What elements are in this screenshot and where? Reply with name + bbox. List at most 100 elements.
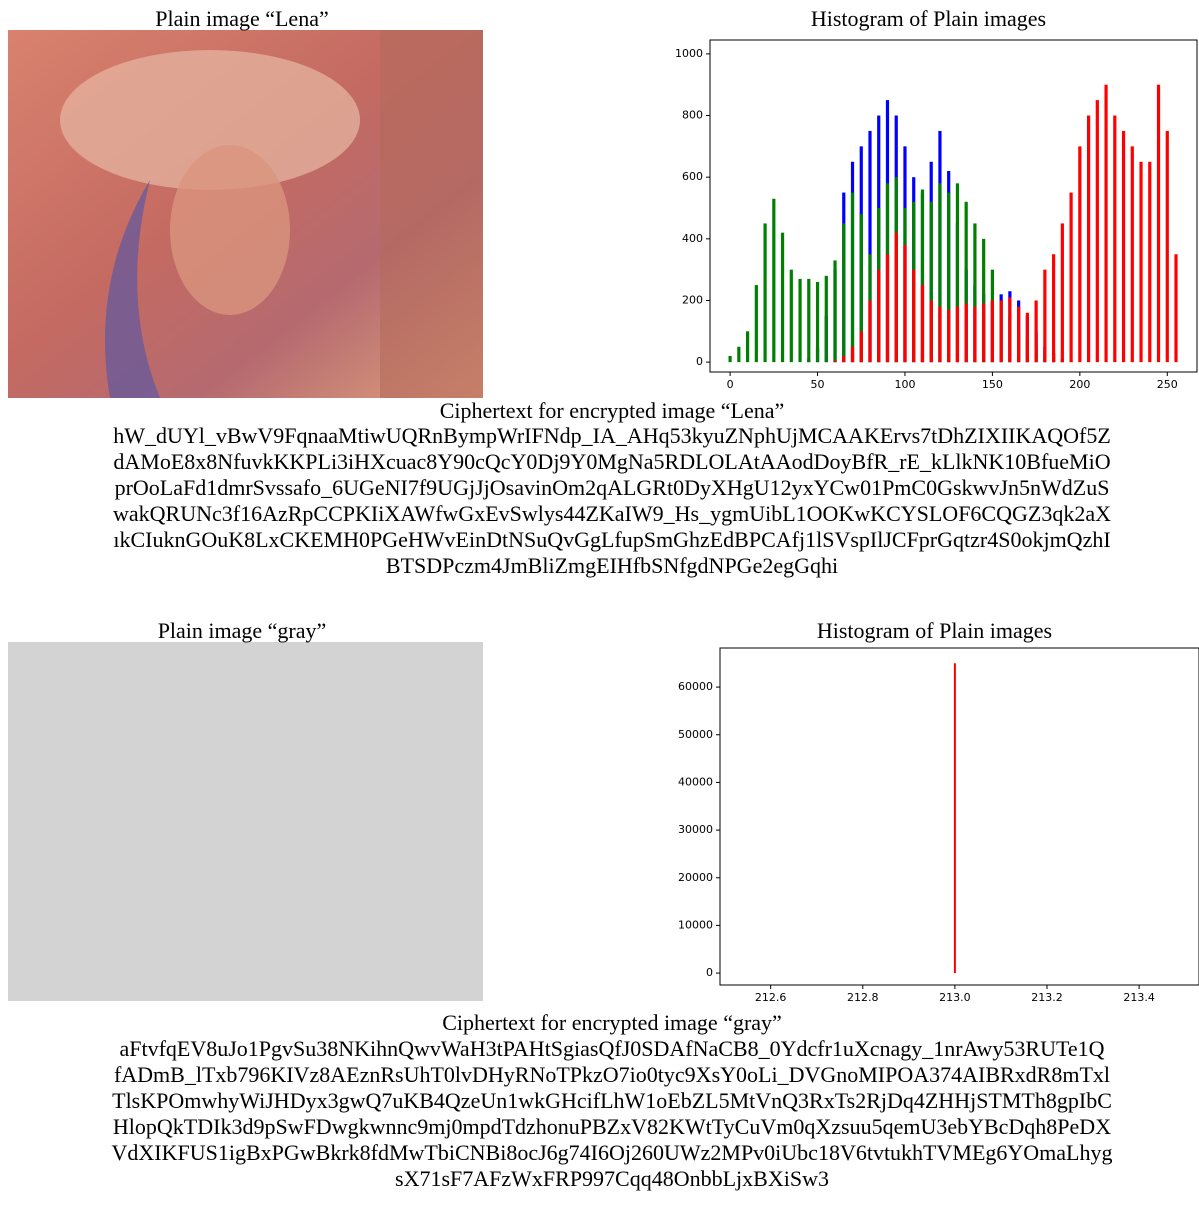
y-tick-label: 10000 [678,918,713,931]
bar [895,233,898,362]
bar [1157,85,1160,362]
bar [965,304,968,363]
bar [1069,193,1072,363]
ciphertext-line: dAMoE8x8NfuvkKKPLi3iHXcuac8Y90cQcY0Dj9Y0… [113,449,1110,474]
y-tick-label: 800 [682,109,703,122]
bar [1017,307,1020,362]
bar [842,223,845,362]
bar [825,276,828,362]
bar [1087,116,1090,363]
plot-frame [720,648,1199,985]
ciphertext-title: Ciphertext for encrypted image “Lena” [440,398,785,423]
y-tick-label: 200 [682,293,703,306]
bar [1113,116,1116,363]
bar [1061,223,1064,362]
bar [1104,85,1107,362]
y-tick-label: 50000 [678,728,713,741]
bar [729,356,732,362]
ciphertext-line: HlopQkTDIk3d9pSwFDwgkwnnc9mj0mpdTdzhonuP… [113,1114,1111,1139]
bar [833,361,836,363]
x-tick-label: 200 [1069,378,1090,391]
image-title: Plain image “gray” [158,618,327,643]
bar [781,233,784,362]
y-tick-label: 0 [696,355,703,368]
y-tick-label: 600 [682,170,703,183]
ciphertext-line: hW_dUYl_vBwV9FqnaaMtiwUQRnBympWrIFNdp_IA… [113,423,1111,448]
ciphertext-line: VdXIKFUS1igBxPGwBkrk8fdMwTbiCNBi8ocJ6g74… [112,1140,1113,1165]
bar [912,270,915,362]
ciphertext-line: sX71sF7AFzWxFRP997Cqq48OnbbLjxBXiSw3 [395,1166,829,1191]
y-tick-label: 40000 [678,775,713,788]
bar [807,279,810,362]
bar [1166,131,1169,362]
x-tick-label: 50 [811,378,825,391]
bar [1035,300,1038,362]
bar [1096,100,1099,362]
bar [1078,146,1081,362]
bar [790,270,793,362]
bar [954,663,956,973]
bar [938,307,941,362]
x-tick-label: 212.8 [847,991,879,1004]
y-tick-label: 1000 [675,47,703,60]
chart-title: Histogram of Plain images [817,618,1052,643]
image-title: Plain image “Lena” [155,6,328,31]
ciphertext-line: prOoLaFd1dmrSvssafo_6UGeNI7f9UGjJjOsavin… [115,475,1110,500]
bar [755,285,758,362]
ciphertext-line: TlsKPOmwhyWiJHDyx3gwQ7uKB4QzeUn1wkGHcifL… [112,1088,1112,1113]
bar [763,223,766,362]
bar [886,254,889,362]
bar [947,310,950,362]
bar [1139,162,1142,362]
chart-title: Histogram of Plain images [811,6,1046,31]
y-tick-label: 400 [682,232,703,245]
bar [798,279,801,362]
bar [1000,300,1003,362]
ciphertext-line: fADmB_lTxb796KIVz8AEznRsUhT0lvDHyRNoTPkz… [114,1062,1110,1087]
bar [737,347,740,362]
bar [1122,131,1125,362]
bar [973,307,976,362]
x-tick-label: 250 [1157,378,1178,391]
bar [842,356,845,362]
x-tick-label: 150 [982,378,1003,391]
bar [772,199,775,362]
bar [860,331,863,362]
figure: Plain image “Lena” Ciphertext for encryp… [0,0,1199,1217]
y-tick-label: 60000 [678,680,713,693]
ciphertext-line: ıkCIuknGOuK8LxCKEMH0PGeHWvEinDtNSuQvGgLf… [113,527,1110,552]
bar [1008,297,1011,362]
gray-image [8,642,483,1001]
x-tick-label: 213.4 [1123,991,1155,1004]
bar [1174,254,1177,362]
y-tick-label: 30000 [678,823,713,836]
bar [1131,146,1134,362]
bar [930,300,933,362]
x-tick-label: 0 [727,378,734,391]
bar [1043,270,1046,362]
bar [921,285,924,362]
bar [833,260,836,362]
bar [1026,313,1029,362]
bar [1148,162,1151,362]
bar [1052,254,1055,362]
ciphertext-line: wakQRUNc3f16AzRpCCPKIiXAWfwGxEvSwlys44ZK… [113,501,1111,526]
y-tick-label: 20000 [678,871,713,884]
bar [982,304,985,363]
bar [877,270,880,362]
ciphertext-title: Ciphertext for encrypted image “gray” [442,1010,782,1035]
bar [851,347,854,362]
bar [746,331,749,362]
x-tick-label: 213.0 [939,991,971,1004]
x-tick-label: 213.2 [1031,991,1063,1004]
bar [851,193,854,363]
bar [903,245,906,362]
lena-image [8,30,483,398]
ciphertext-line: BTSDPczm4JmBliZmgEIHfbSNfgdNPGe2egGqhi [386,553,838,578]
ciphertext-line: aFtvfqEV8uJo1PgvSu38NKihnQwvWaH3tPAHtSgi… [119,1036,1104,1061]
bar [956,307,959,362]
bar [816,282,819,362]
x-tick-label: 212.6 [755,991,787,1004]
y-tick-label: 0 [706,966,713,979]
x-tick-label: 100 [894,378,915,391]
